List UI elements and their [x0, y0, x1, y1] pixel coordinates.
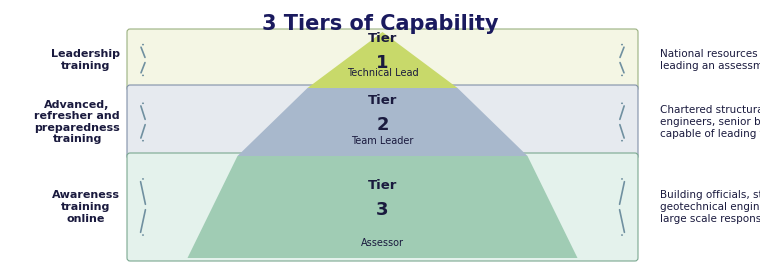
Text: Chartered structural & geotechnical
engineers, senior building officials
capable: Chartered structural & geotechnical engi… [660, 105, 760, 139]
Text: Tier: Tier [368, 32, 397, 45]
Text: 1: 1 [376, 54, 389, 72]
Text: National resources capable of
leading an assessment operation: National resources capable of leading an… [660, 49, 760, 71]
FancyBboxPatch shape [127, 85, 638, 159]
Text: Leadership
training: Leadership training [51, 49, 120, 71]
Text: Awareness
training
online: Awareness training online [52, 190, 120, 224]
Text: 3 Tiers of Capability: 3 Tiers of Capability [261, 14, 499, 34]
Text: Building officials, structural and
geotechnical engineers to support
large scale: Building officials, structural and geote… [660, 190, 760, 224]
Text: Assessor: Assessor [361, 238, 404, 248]
Text: 3: 3 [376, 201, 389, 219]
Text: Tier: Tier [368, 94, 397, 107]
Polygon shape [237, 88, 527, 156]
Polygon shape [308, 32, 458, 88]
FancyBboxPatch shape [127, 153, 638, 261]
Text: Advanced,
refresher and
preparedness
training: Advanced, refresher and preparedness tra… [34, 100, 120, 144]
Text: Technical Lead: Technical Lead [347, 68, 418, 78]
Polygon shape [188, 156, 578, 258]
Text: 2: 2 [376, 116, 389, 134]
Text: Team Leader: Team Leader [351, 136, 413, 146]
FancyBboxPatch shape [127, 29, 638, 91]
Text: Tier: Tier [368, 179, 397, 192]
